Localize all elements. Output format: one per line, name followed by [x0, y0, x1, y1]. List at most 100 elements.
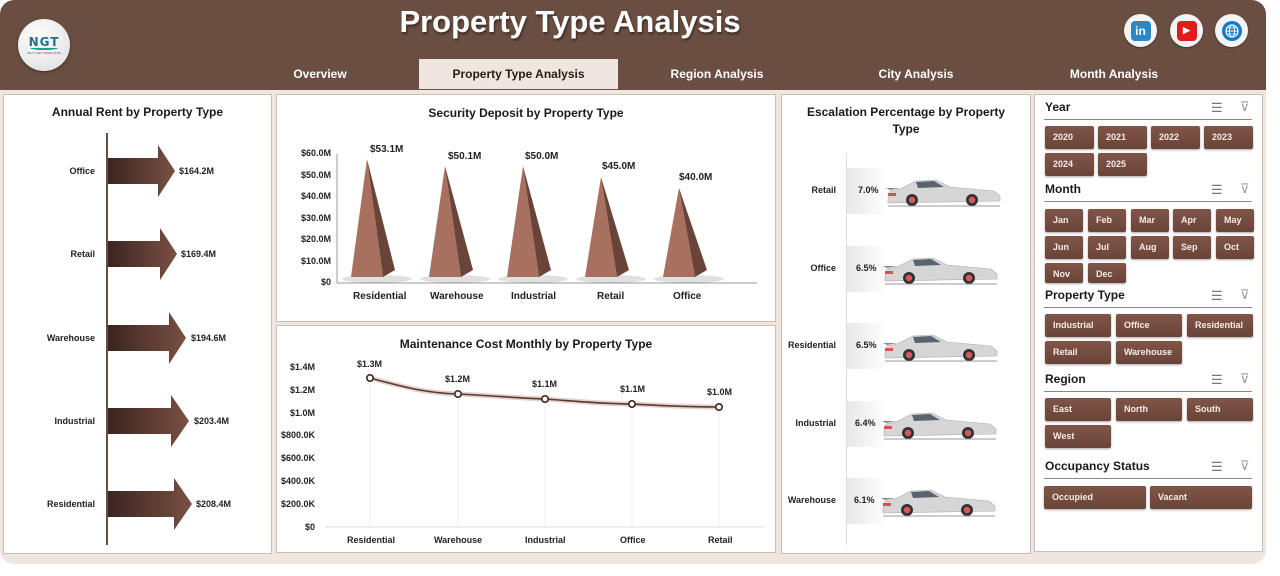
year-slicer-title: Year [1045, 100, 1071, 114]
multi-select-icon[interactable]: ☰ [1211, 100, 1223, 115]
slicer-year-2024[interactable]: 2024 [1045, 153, 1094, 176]
axis-line [106, 133, 108, 545]
bar-shade [847, 246, 887, 292]
slicer-type-warehouse[interactable]: Warehouse [1116, 341, 1182, 364]
slicer-month-aug[interactable]: Aug [1131, 236, 1169, 259]
data-label: $40.0M [679, 172, 713, 183]
arrow-bars [108, 145, 192, 530]
data-label: $45.0M [602, 161, 636, 172]
slicer-year-2025[interactable]: 2025 [1098, 153, 1147, 176]
clear-filter-icon[interactable]: ⊽ [1240, 181, 1250, 196]
x-tick: Industrial [511, 291, 557, 302]
y-tick: $1.2M [289, 385, 315, 395]
data-label: $1.1M [532, 379, 558, 389]
slicer-occupancy-vacant[interactable]: Vacant [1150, 486, 1252, 509]
category-label: Residential [46, 499, 95, 509]
slicer-month-feb[interactable]: Feb [1088, 209, 1126, 232]
tab-overview[interactable]: Overview [293, 67, 347, 81]
category-label: Warehouse [787, 495, 836, 505]
clear-filter-icon[interactable]: ⊽ [1240, 287, 1250, 302]
multi-select-icon[interactable]: ☰ [1211, 459, 1223, 474]
clear-filter-icon[interactable]: ⊽ [1240, 458, 1250, 473]
slicer-year-2022[interactable]: 2022 [1151, 126, 1200, 149]
y-tick: $0 [320, 277, 331, 287]
x-tick: Warehouse [434, 535, 483, 545]
occupancy-slicer-header: Occupancy Status ☰ ⊽ [1044, 457, 1252, 479]
slicer-month-may[interactable]: May [1216, 209, 1254, 232]
x-tick: Residential [347, 535, 396, 545]
website-button[interactable] [1215, 14, 1248, 47]
multi-select-icon[interactable]: ☰ [1211, 288, 1223, 303]
annual-rent-chart: Annual Rent by Property Type Office Reta… [3, 94, 272, 554]
globe-icon [1221, 20, 1242, 41]
bar-shade [847, 323, 887, 369]
slicer-month-jul[interactable]: Jul [1088, 236, 1126, 259]
slicer-type-office[interactable]: Office [1116, 314, 1182, 337]
linkedin-button[interactable]: in [1124, 14, 1157, 47]
chart-title: Escalation Percentage by Property Type [806, 105, 1006, 136]
bar-shade [847, 401, 887, 447]
y-tick: $800.0K [280, 430, 315, 440]
value-label: $164.2M [179, 166, 215, 176]
category-label: Office [69, 166, 95, 176]
x-tick: Retail [708, 535, 733, 545]
occupancy-slicer-title: Occupancy Status [1045, 459, 1150, 473]
slicer-type-residential[interactable]: Residential [1187, 314, 1253, 337]
slicer-month-jun[interactable]: Jun [1045, 236, 1083, 259]
y-tick: $1.0M [289, 408, 315, 418]
y-tick: $10.0M [300, 256, 331, 266]
slicer-month-mar[interactable]: Mar [1131, 209, 1169, 232]
ngt-logo: NGT NEXT GEN TEMPLATES [18, 19, 70, 71]
slicer-type-retail[interactable]: Retail [1045, 341, 1111, 364]
header-bar: NGT NEXT GEN TEMPLATES Property Type Ana… [0, 0, 1266, 90]
slicer-occupancy-occupied[interactable]: Occupied [1044, 486, 1146, 509]
multi-select-icon[interactable]: ☰ [1211, 372, 1223, 387]
clear-filter-icon[interactable]: ⊽ [1240, 371, 1250, 386]
category-label: Office [810, 263, 836, 273]
slicer-region-north[interactable]: North [1116, 398, 1182, 421]
slicer-region-east[interactable]: East [1045, 398, 1111, 421]
year-slicer-header: Year ☰ ⊽ [1044, 98, 1252, 120]
month-slicer-title: Month [1045, 182, 1081, 196]
tab-month-analysis[interactable]: Month Analysis [1069, 67, 1159, 81]
value-label: 6.5% [856, 340, 877, 350]
slicer-month-oct[interactable]: Oct [1216, 236, 1254, 259]
region-slicer-header: Region ☰ ⊽ [1044, 370, 1252, 392]
slicer-month-sep[interactable]: Sep [1173, 236, 1211, 259]
maintenance-cost-chart: Maintenance Cost Monthly by Property Typ… [276, 325, 776, 553]
youtube-button[interactable]: ▶ [1170, 14, 1203, 47]
y-tick: $400.0K [280, 476, 315, 486]
logo-swoosh-icon [30, 46, 58, 50]
slicer-year-2021[interactable]: 2021 [1098, 126, 1147, 149]
x-tick: Office [673, 291, 702, 302]
slicer-year-2020[interactable]: 2020 [1045, 126, 1094, 149]
slicer-month-nov[interactable]: Nov [1045, 263, 1083, 283]
data-label: $50.0M [525, 151, 559, 162]
category-label: Retail [811, 185, 836, 195]
y-tick: $40.0M [300, 191, 331, 201]
clear-filter-icon[interactable]: ⊽ [1240, 99, 1250, 114]
slicer-year-2023[interactable]: 2023 [1204, 126, 1253, 149]
chart-title: Security Deposit by Property Type [428, 106, 624, 120]
value-label: 7.0% [858, 185, 879, 195]
x-tick: Office [620, 535, 646, 545]
tab-property-type-analysis[interactable]: Property Type Analysis [419, 59, 618, 89]
chart-title: Annual Rent by Property Type [51, 105, 224, 119]
y-tick: $600.0K [280, 453, 315, 463]
slicer-region-west[interactable]: West [1045, 425, 1111, 448]
security-deposit-chart: Security Deposit by Property Type $60.0M… [276, 94, 776, 322]
property-type-slicer-header: Property Type ☰ ⊽ [1044, 286, 1252, 308]
slicer-type-industrial[interactable]: Industrial [1045, 314, 1111, 337]
region-slicer-title: Region [1045, 372, 1086, 386]
slicer-month-dec[interactable]: Dec [1088, 263, 1126, 283]
x-tick: Industrial [525, 535, 566, 545]
tab-city-analysis[interactable]: City Analysis [878, 67, 954, 81]
data-label: $1.0M [707, 387, 733, 397]
slicer-month-jan[interactable]: Jan [1045, 209, 1083, 232]
tab-region-analysis[interactable]: Region Analysis [670, 67, 764, 81]
slicer-month-apr[interactable]: Apr [1173, 209, 1211, 232]
slicer-region-south[interactable]: South [1187, 398, 1253, 421]
logo-subtext: NEXT GEN TEMPLATES [27, 51, 61, 55]
multi-select-icon[interactable]: ☰ [1211, 182, 1223, 197]
value-label: 6.4% [855, 418, 876, 428]
